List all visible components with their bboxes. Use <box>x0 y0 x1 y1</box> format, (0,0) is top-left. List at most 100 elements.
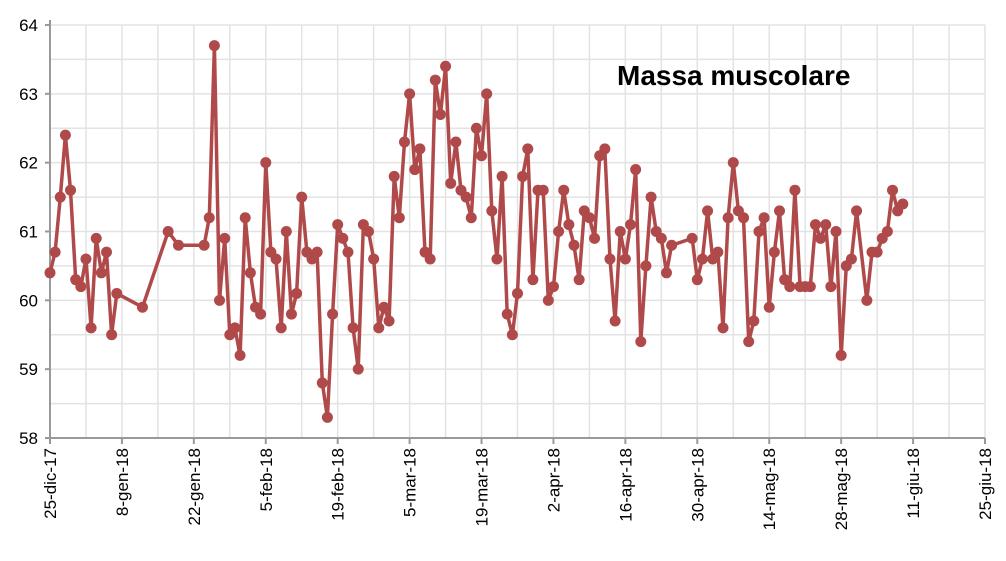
data-point <box>239 212 251 224</box>
data-point <box>388 170 400 182</box>
data-point <box>614 226 626 237</box>
x-tick-label: 30-apr-18 <box>688 448 707 522</box>
x-tick-label: 19-mar-18 <box>473 448 492 526</box>
y-tick-label: 63 <box>19 85 38 104</box>
data-point <box>470 122 482 134</box>
data-point <box>542 294 554 306</box>
data-point <box>296 191 308 203</box>
data-point <box>311 246 323 258</box>
data-point <box>363 226 375 237</box>
data-point <box>75 281 87 293</box>
data-point <box>476 150 488 162</box>
data-point <box>234 349 246 361</box>
data-point <box>619 253 631 265</box>
data-point <box>537 184 549 196</box>
data-point <box>512 287 523 299</box>
data-point <box>820 219 832 231</box>
data-point <box>332 219 344 231</box>
data-point <box>342 246 354 258</box>
data-point <box>59 129 71 141</box>
data-point <box>722 212 734 224</box>
data-point <box>871 246 883 258</box>
data-point <box>691 274 703 286</box>
data-point <box>244 267 256 279</box>
data-point <box>486 205 498 217</box>
data-point <box>599 143 611 155</box>
data-point <box>101 246 113 258</box>
data-point <box>604 253 616 265</box>
data-point <box>738 212 750 224</box>
x-axis-tick-labels: 25-dic-17 8-gen-18 22-gen-18 5-feb-18 19-feb… <box>41 448 995 530</box>
data-point <box>630 164 642 176</box>
data-point <box>696 253 708 265</box>
data-point <box>645 191 657 203</box>
data-point <box>573 274 585 286</box>
data-point <box>496 170 508 182</box>
x-tick-label: 22-gen-18 <box>185 448 204 526</box>
data-points <box>44 40 909 423</box>
data-point <box>378 301 390 313</box>
data-point <box>404 88 416 100</box>
data-point <box>558 184 570 196</box>
data-point <box>861 294 873 306</box>
data-point <box>589 232 601 244</box>
data-point <box>255 308 267 320</box>
data-point <box>686 232 698 244</box>
data-point <box>445 177 457 189</box>
x-tick-label: 14-mag-18 <box>760 448 779 530</box>
data-point <box>285 308 297 320</box>
data-point <box>368 253 380 265</box>
x-tick-label: 11-giu-18 <box>904 448 923 519</box>
data-point <box>851 205 863 217</box>
data-point <box>316 377 328 389</box>
x-tick-label: 28-mag-18 <box>832 448 851 530</box>
data-point <box>635 336 647 348</box>
data-point <box>568 239 580 251</box>
chart-title: Massa muscolare <box>617 60 850 91</box>
data-point <box>44 267 56 279</box>
x-tick-label: 8-gen-18 <box>113 448 132 516</box>
data-point <box>409 164 421 176</box>
x-tick-label: 2-apr-18 <box>544 448 563 512</box>
data-point <box>491 253 503 265</box>
data-point <box>753 226 765 237</box>
y-tick-label: 58 <box>19 429 38 448</box>
data-point <box>881 226 893 237</box>
data-point <box>666 239 678 251</box>
data-point <box>347 322 359 334</box>
data-point <box>583 212 595 224</box>
x-tick-label: 5-feb-18 <box>257 448 276 511</box>
data-point <box>815 232 827 244</box>
data-point <box>85 322 97 334</box>
data-point <box>501 308 513 320</box>
data-point <box>450 136 462 148</box>
x-tick-label: 16-apr-18 <box>616 448 635 522</box>
data-point <box>291 287 303 299</box>
data-point <box>162 226 174 237</box>
data-point <box>625 219 637 231</box>
data-point <box>111 287 123 299</box>
data-point <box>460 191 472 203</box>
y-tick-label: 60 <box>19 291 38 310</box>
data-point <box>465 212 477 224</box>
y-tick-label: 64 <box>19 16 38 35</box>
data-point <box>809 219 821 231</box>
x-tick-label: 25-dic-17 <box>41 448 60 519</box>
data-point <box>712 246 724 258</box>
data-point <box>49 246 61 258</box>
data-point <box>270 253 282 265</box>
x-tick-label: 25-giu-18 <box>976 448 995 520</box>
series-line-massa-muscolare <box>48 43 905 420</box>
data-point <box>275 322 287 334</box>
data-point <box>414 143 426 155</box>
data-point <box>506 329 518 341</box>
data-point <box>830 226 842 237</box>
y-axis-tick-labels: 58 59 60 61 62 63 64 <box>19 16 38 448</box>
data-point <box>90 232 102 244</box>
data-point <box>440 60 452 72</box>
data-point <box>106 329 118 341</box>
data-point <box>547 281 559 293</box>
data-point <box>768 246 780 258</box>
data-point <box>717 322 729 334</box>
